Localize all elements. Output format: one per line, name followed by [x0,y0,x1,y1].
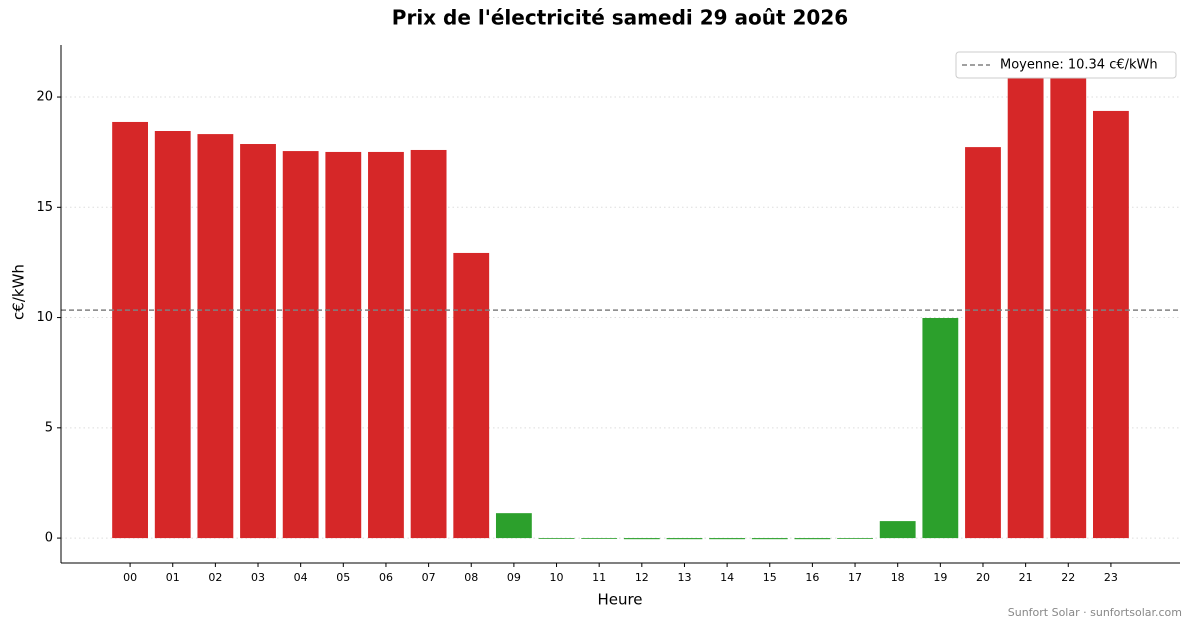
x-tick-label: 09 [507,571,521,584]
bar [197,134,234,539]
x-tick-label: 10 [550,571,564,584]
bar [922,318,959,539]
x-tick-label: 21 [1019,571,1033,584]
bar [666,538,703,540]
bar [240,144,276,539]
x-tick-label: 19 [933,571,947,584]
x-tick-label: 05 [336,571,350,584]
x-tick-label: 15 [763,571,777,584]
y-axis-label: c€/kWh [10,264,28,320]
bar [453,252,490,539]
x-tick-label: 11 [592,571,606,584]
legend-box [955,51,1177,79]
bar [112,121,148,539]
bar [282,151,319,539]
x-tick-label: 04 [294,571,308,584]
x-tick-label: 06 [379,571,393,584]
bar [1007,68,1044,539]
bar [581,538,618,539]
bar [1093,110,1129,539]
bar [1050,72,1087,539]
x-tick-label: 01 [166,571,180,584]
x-tick-label: 08 [464,571,478,584]
bar [751,538,788,540]
bar [154,131,191,539]
x-tick-label: 07 [422,571,436,584]
bar [623,538,660,540]
legend-label: Moyenne: 10.34 c€/kWh [1000,58,1158,73]
x-tick-label: 12 [635,571,649,584]
chart-title: Prix de l'électricité samedi 29 août 202… [392,6,848,30]
x-tick-label: 14 [720,571,734,584]
x-tick-label: 13 [677,571,691,584]
x-tick-label: 00 [123,571,137,584]
footer: Sunfort Solar · sunfortsolar.com [1008,606,1182,619]
bar [837,538,873,539]
x-tick-label: 02 [208,571,222,584]
x-axis-label: Heure [597,591,642,609]
bar [325,151,362,539]
x-tick-label: 20 [976,571,990,584]
y-tick-label: 20 [36,90,53,105]
y-tick-label: 5 [45,420,53,435]
y-tick-label: 0 [45,531,53,546]
bar [794,538,831,540]
bar [965,147,1001,539]
x-tick-label: 03 [251,571,265,584]
x-tick-label: 23 [1104,571,1118,584]
bar [538,538,575,539]
x-tick-label: 18 [891,571,905,584]
bar [879,521,916,539]
x-tick-label: 16 [805,571,819,584]
y-tick-label: 10 [36,310,53,325]
bar [410,149,447,539]
y-tick-label: 15 [36,200,53,215]
bar [368,151,404,539]
bar [709,538,746,540]
x-tick-label: 22 [1061,571,1075,584]
x-tick-label: 17 [848,571,862,584]
bar [495,513,532,539]
